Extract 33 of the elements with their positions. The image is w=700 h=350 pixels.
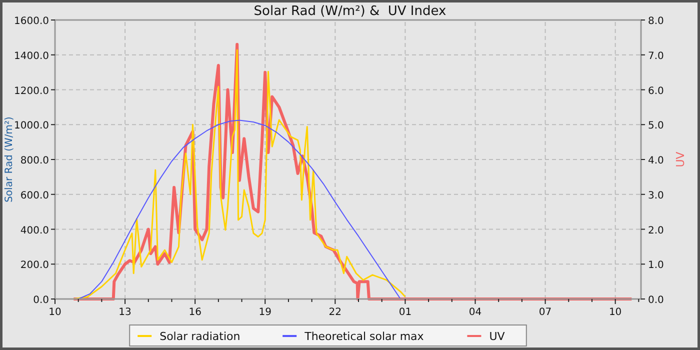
y-tick-label: 400.0 — [20, 225, 49, 236]
x-tick-label: 07 — [538, 307, 552, 318]
y2-tick-label: 3.0 — [648, 190, 664, 202]
y-axis-title: Solar Rad (W/m²) — [4, 116, 15, 202]
x-tick-label: 10 — [48, 307, 62, 318]
y2-tick-label: 8.0 — [648, 16, 664, 27]
y-tick-label: 1400.0 — [14, 50, 49, 62]
legend-label: Theoretical solar max — [304, 330, 424, 343]
y2-tick-label: 0.0 — [648, 295, 664, 306]
y-tick-label: 200.0 — [20, 260, 49, 272]
x-tick-label: 01 — [398, 307, 412, 318]
y2-tick-label: 2.0 — [648, 225, 664, 236]
legend-label: Solar radiation — [160, 330, 240, 343]
legend-label: UV — [489, 330, 506, 343]
y2-tick-label: 7.0 — [648, 50, 664, 62]
y-tick-label: 1200.0 — [14, 86, 49, 97]
y2-tick-label: 6.0 — [648, 86, 664, 97]
x-tick-label: 10 — [608, 307, 622, 318]
y2-axis-title: UV — [674, 151, 687, 168]
y-tick-label: 600.0 — [20, 190, 49, 202]
chart-title: Solar Rad (W/m²) & UV Index — [254, 4, 447, 19]
y2-tick-label: 1.0 — [648, 260, 664, 272]
x-tick-label: 19 — [258, 307, 272, 318]
y2-tick-label: 5.0 — [648, 120, 664, 132]
y-tick-label: 800.0 — [20, 156, 49, 166]
x-tick-label: 13 — [118, 307, 132, 318]
y2-tick-label: 4.0 — [648, 156, 664, 166]
y-tick-label: 0.0 — [33, 295, 49, 306]
y-tick-label: 1600.0 — [14, 16, 49, 27]
x-tick-label: 22 — [328, 307, 342, 318]
y-tick-label: 1000.0 — [14, 120, 49, 132]
x-tick-label: 04 — [468, 307, 482, 318]
x-tick-label: 16 — [188, 307, 202, 318]
